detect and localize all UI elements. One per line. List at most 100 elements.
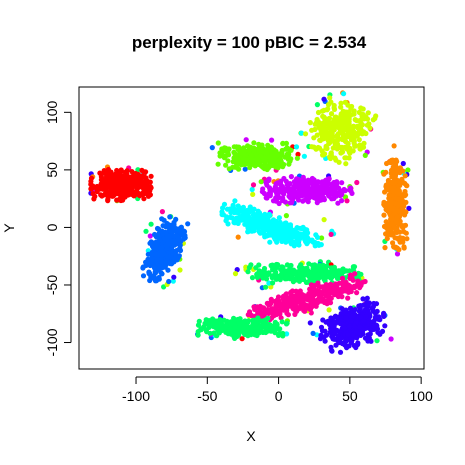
scatter-point	[355, 280, 361, 286]
scatter-point	[325, 283, 331, 289]
scatter-point	[321, 217, 327, 223]
scatter-point	[243, 157, 249, 163]
scatter-point	[225, 221, 231, 227]
scatter-point	[243, 324, 249, 330]
scatter-point	[382, 223, 388, 230]
scatter-point	[173, 254, 179, 260]
scatter-point	[250, 182, 257, 188]
scatter-point	[355, 329, 362, 335]
scatter-point	[218, 322, 224, 328]
scatter-point	[98, 181, 104, 187]
scatter-point	[329, 348, 335, 354]
scatter-point	[332, 313, 339, 319]
scatter-point	[272, 298, 278, 305]
scatter-point	[357, 142, 363, 148]
scatter-point	[392, 180, 398, 186]
scatter-point	[266, 154, 272, 160]
scatter-point	[342, 325, 348, 331]
scatter-point	[370, 304, 376, 310]
scatter-point	[167, 214, 173, 220]
scatter-point	[388, 232, 394, 238]
scatter-point	[354, 290, 360, 296]
scatter-point	[276, 332, 282, 338]
scatter-point	[256, 229, 262, 235]
scatter-point	[262, 161, 268, 167]
scatter-point	[399, 210, 405, 216]
scatter-point	[295, 151, 301, 157]
scatter-point	[161, 217, 167, 223]
scatter-point	[236, 329, 242, 335]
scatter-point	[338, 287, 344, 293]
scatter-point	[258, 318, 264, 324]
scatter-point	[253, 265, 259, 271]
scatter-point	[250, 157, 256, 163]
scatter-point	[276, 200, 282, 207]
scatter-point	[223, 329, 229, 335]
scatter-point	[388, 336, 394, 342]
scatter-point	[317, 274, 323, 280]
scatter-point	[321, 181, 327, 187]
scatter-point	[257, 324, 263, 330]
scatter-point	[280, 295, 286, 301]
scatter-point	[306, 237, 312, 244]
scatter-point	[240, 212, 246, 219]
scatter-point	[397, 239, 403, 245]
scatter-point	[140, 273, 147, 279]
x-axis-label: X	[246, 428, 256, 444]
scatter-point	[371, 323, 377, 329]
scatter-point	[269, 264, 275, 270]
scatter-point	[339, 198, 345, 204]
scatter-point	[251, 145, 257, 151]
scatter-point	[141, 196, 147, 202]
scatter-point	[304, 279, 310, 285]
scatter-point	[231, 315, 237, 321]
scatter-point	[314, 300, 321, 306]
scatter-point	[346, 323, 353, 330]
scatter-point	[372, 315, 378, 321]
scatter-point	[269, 137, 275, 143]
scatter-point	[331, 290, 337, 296]
scatter-point	[166, 254, 172, 260]
scatter-point	[239, 336, 245, 342]
scatter-point	[338, 335, 344, 342]
scatter-point	[245, 312, 251, 318]
scatter-point	[404, 236, 410, 242]
scatter-point	[332, 330, 338, 336]
scatter-point	[319, 235, 325, 241]
scatter-point	[158, 253, 165, 259]
scatter-point	[294, 234, 300, 241]
scatter-point	[356, 118, 362, 124]
scatter-point	[253, 223, 259, 230]
scatter-point	[390, 240, 396, 246]
scatter-point	[166, 278, 172, 285]
scatter-point	[149, 241, 155, 247]
scatter-point	[333, 342, 339, 348]
scatter-point	[313, 146, 319, 152]
scatter-point	[368, 319, 375, 325]
scatter-point	[297, 186, 303, 192]
scatter-point	[334, 138, 340, 144]
scatter-point	[328, 111, 335, 117]
scatter-point	[148, 221, 154, 227]
scatter-point	[372, 115, 378, 122]
scatter-point	[215, 140, 221, 146]
scatter-point	[300, 198, 306, 204]
scatter-point	[326, 307, 332, 313]
scatter-point	[101, 170, 107, 176]
scatter-point	[266, 270, 272, 276]
scatter-point	[231, 144, 237, 150]
scatter-point	[381, 310, 387, 316]
scatter-point	[318, 242, 324, 248]
scatter-point	[243, 137, 249, 143]
scatter-point	[313, 191, 319, 197]
scatter-point	[338, 144, 344, 151]
scatter-point	[266, 185, 273, 191]
scatter-point	[360, 318, 366, 324]
scatter-point	[383, 169, 389, 175]
scatter-point	[325, 318, 331, 324]
scatter-point	[235, 158, 241, 164]
scatter-point	[342, 99, 348, 105]
scatter-point	[351, 111, 357, 117]
scatter-point	[272, 231, 279, 237]
scatter-point	[150, 273, 156, 279]
